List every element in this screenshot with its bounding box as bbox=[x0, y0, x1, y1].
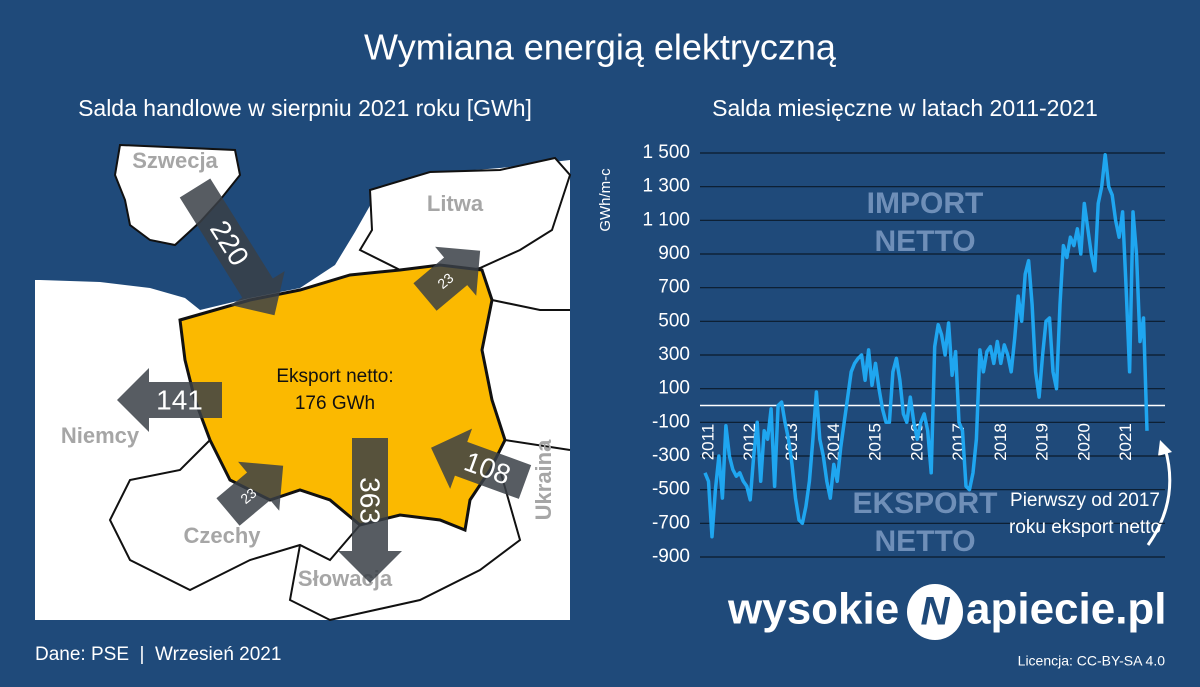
y-tick-label: 700 bbox=[658, 277, 690, 298]
y-tick-label: 500 bbox=[658, 310, 690, 331]
y-tick-label: 300 bbox=[658, 344, 690, 365]
flow-value: 141 bbox=[156, 384, 203, 415]
flow-arrow: 23 bbox=[216, 461, 284, 526]
arrow-shape bbox=[117, 368, 222, 432]
brand-left: wysokie bbox=[727, 585, 899, 634]
country-label: Litwa bbox=[427, 191, 484, 216]
arrow-shape bbox=[216, 461, 284, 526]
y-tick-label: 100 bbox=[658, 378, 690, 399]
data-line bbox=[703, 152, 1149, 539]
arrow-shape bbox=[179, 178, 285, 316]
flow-arrow: 23 bbox=[413, 246, 481, 311]
annotation: Pierwszy od 2017 roku eksport netto bbox=[1008, 490, 1162, 538]
y-tick-label: -100 bbox=[652, 411, 690, 432]
x-tick-label: 2016 bbox=[907, 423, 926, 461]
map: Szwecja Litwa Niemcy Czechy Słowacja Ukr… bbox=[35, 140, 572, 622]
country-label: Niemcy bbox=[61, 423, 140, 448]
y-tick-label: 1 500 bbox=[642, 142, 690, 163]
y-tick-label: -700 bbox=[652, 512, 690, 533]
flow-arrow: 141 bbox=[117, 368, 222, 432]
y-tick-label: 900 bbox=[658, 243, 690, 264]
annotation: IMPORT NETTO bbox=[866, 187, 984, 258]
main-title: Wymiana energią elektryczną bbox=[364, 27, 837, 68]
y-tick-label: -300 bbox=[652, 445, 690, 466]
country-label: Czechy bbox=[183, 523, 261, 548]
x-tick-label: 2011 bbox=[698, 424, 717, 461]
y-tick-label: -900 bbox=[652, 546, 690, 567]
brand-right: apiecie.pl bbox=[966, 585, 1167, 634]
arrow-shape bbox=[338, 438, 402, 583]
y-tick-label: 1 100 bbox=[642, 209, 690, 230]
country-label: Ukraina bbox=[531, 439, 556, 520]
source: Dane: PSE | Wrzesień 2021 bbox=[35, 644, 281, 665]
y-tick-label: -500 bbox=[652, 479, 690, 500]
chart-title: Salda miesięczne w latach 2011-2021 bbox=[712, 95, 1098, 121]
x-tick-label: 2020 bbox=[1074, 423, 1093, 461]
license: Licencja: CC-BY-SA 4.0 bbox=[1018, 653, 1166, 669]
x-tick-label: 2015 bbox=[866, 423, 885, 461]
flow-value: 363 bbox=[355, 477, 386, 524]
center-label: 176 GWh bbox=[295, 393, 375, 414]
x-tick-label: 2018 bbox=[991, 423, 1010, 461]
y-tick-label: 1 300 bbox=[642, 176, 690, 197]
flow-arrow: 363 bbox=[338, 438, 402, 583]
annotation: EKSPORT NETTO bbox=[852, 487, 998, 558]
x-tick-label: 2019 bbox=[1033, 423, 1052, 461]
center-label: Eksport netto: bbox=[276, 366, 393, 387]
map-title: Salda handlowe w sierpniu 2021 roku [GWh… bbox=[78, 95, 532, 121]
x-tick-label: 2021 bbox=[1116, 423, 1135, 461]
arrow-shape bbox=[413, 246, 481, 311]
y-axis-label: GWh/m-c bbox=[597, 168, 614, 232]
x-tick-label: 2014 bbox=[824, 423, 843, 461]
brand: wysokie N apiecie.pl bbox=[727, 584, 1167, 640]
country-label: Szwecja bbox=[132, 148, 218, 173]
brand-letter: N bbox=[921, 590, 951, 634]
arrow-shape bbox=[431, 428, 532, 499]
